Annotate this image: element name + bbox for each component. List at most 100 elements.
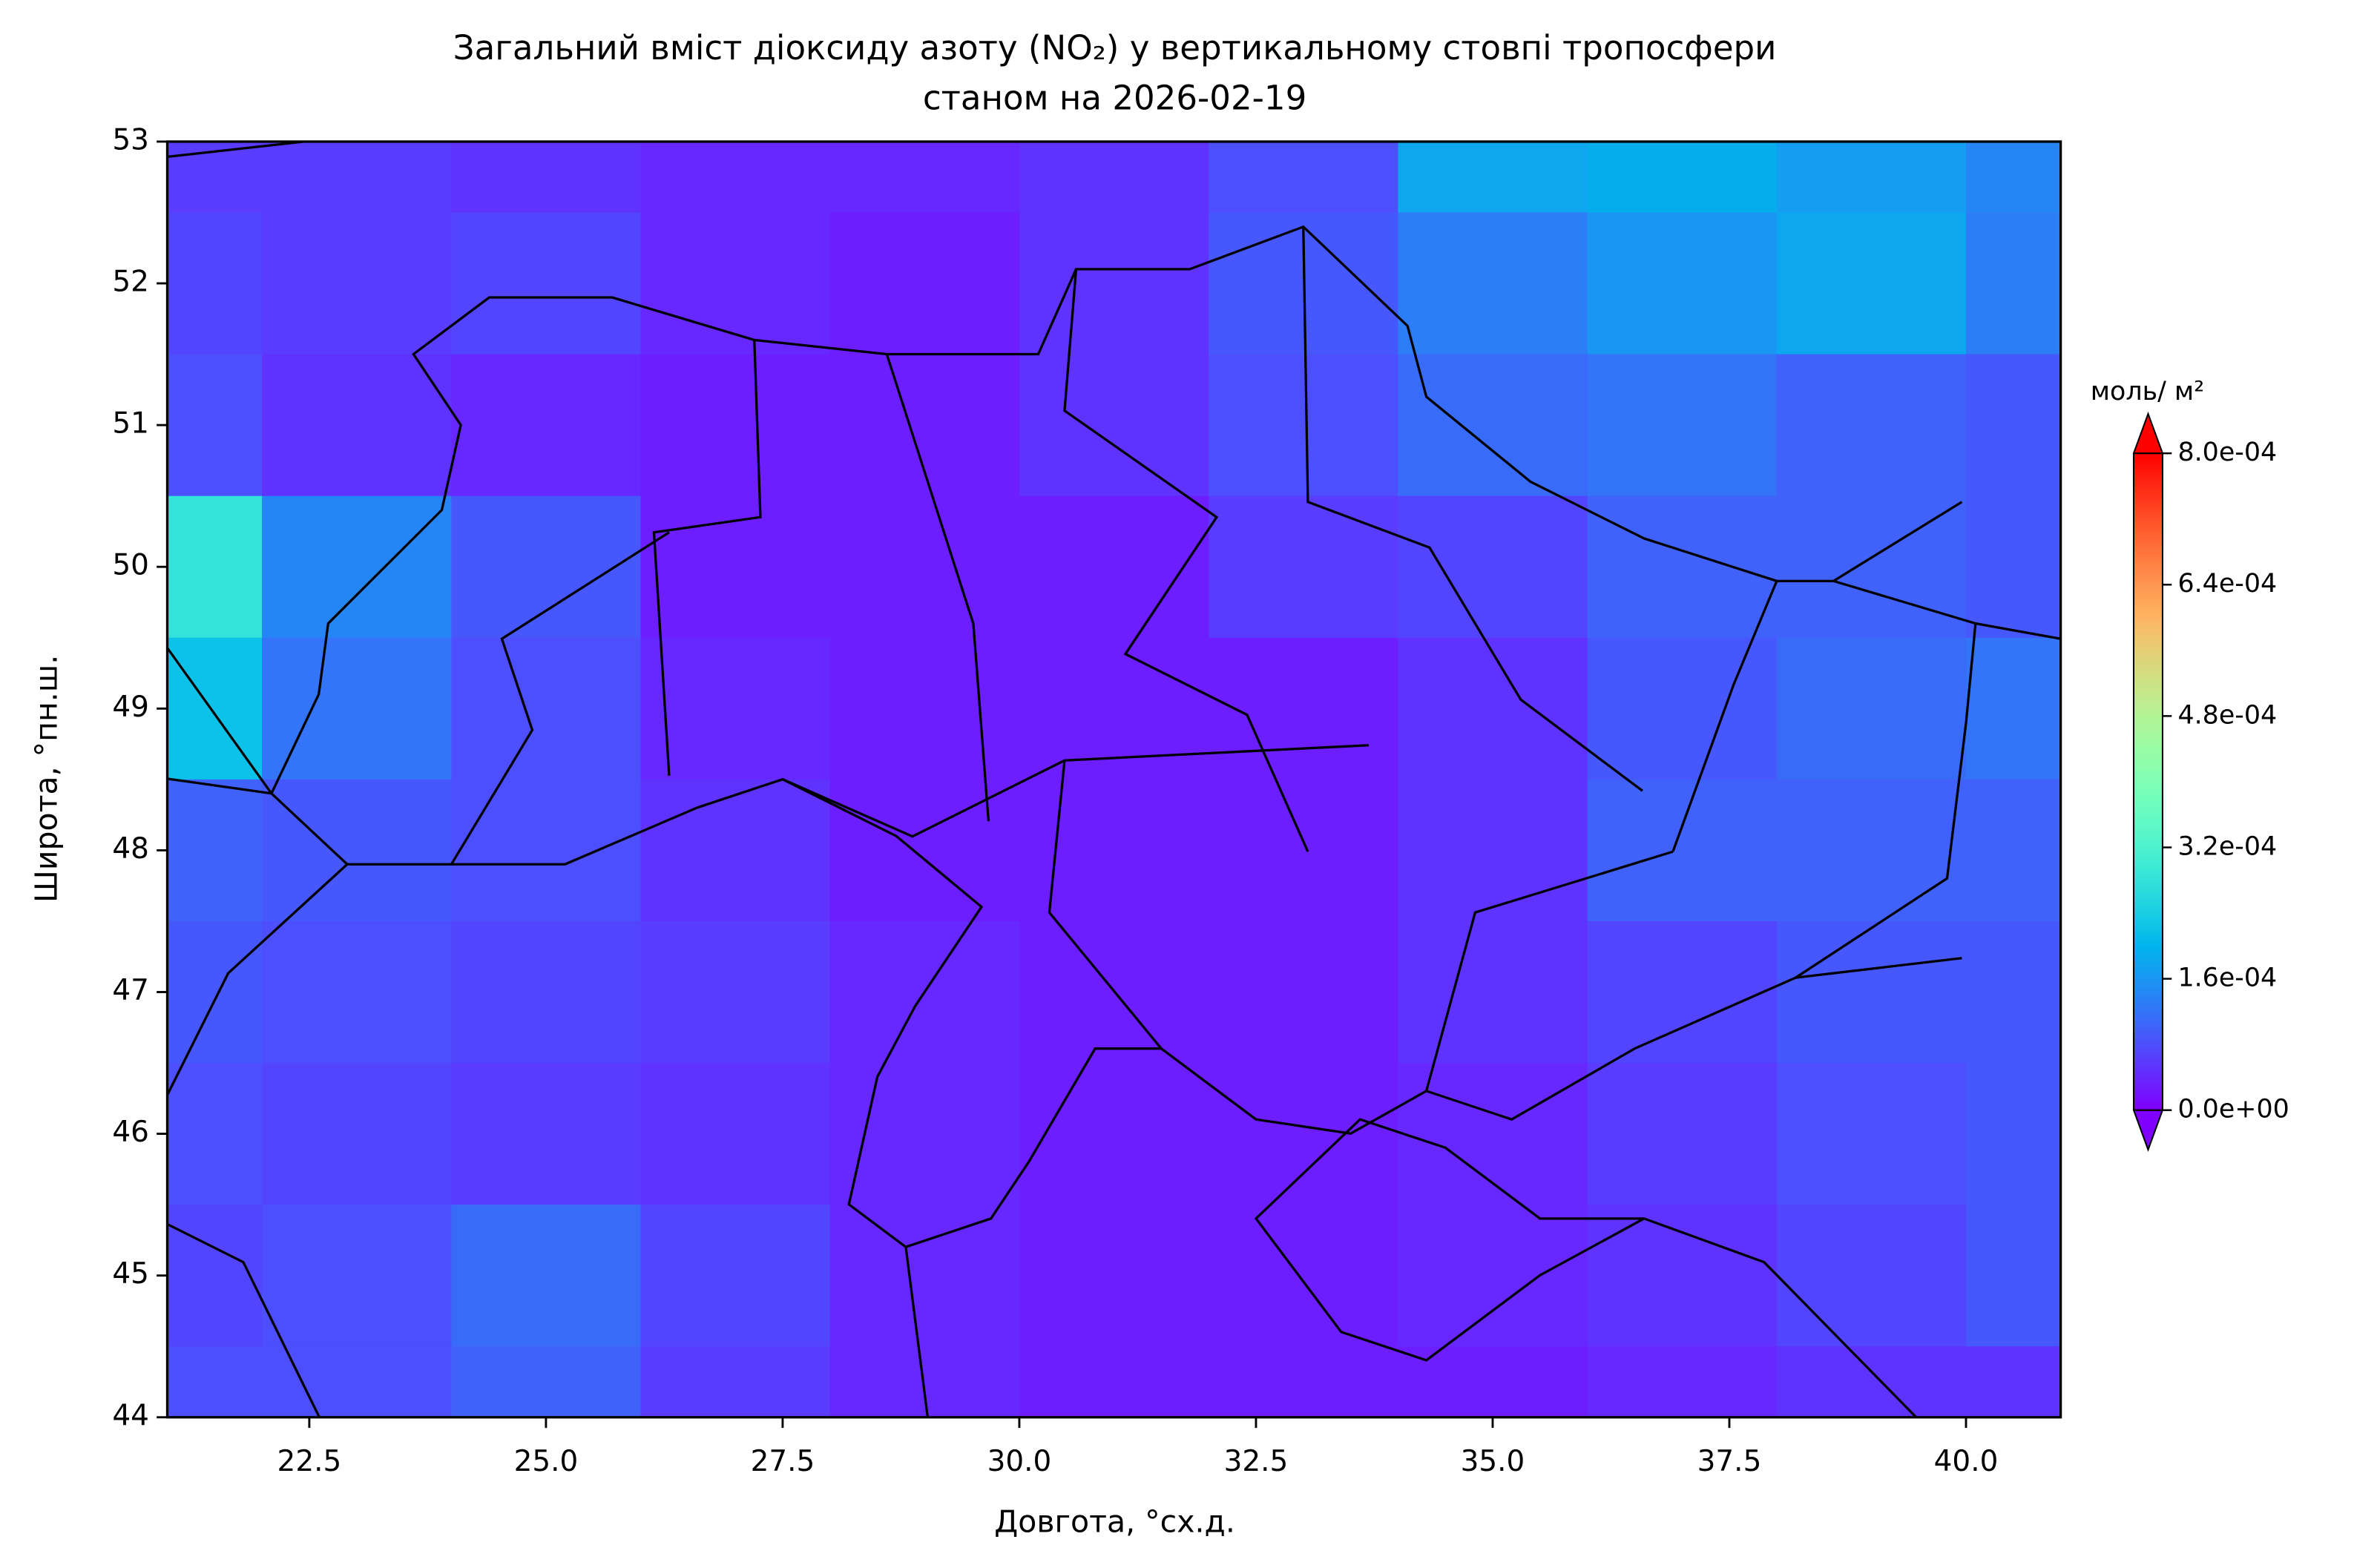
field-cell [167,354,263,497]
chart-subtitle: станом на 2026-02-19 [923,79,1306,118]
field-cell [262,495,453,639]
y-tick-label: 51 [112,407,149,441]
field-cell [1776,920,1967,1064]
x-tick-label: 32.5 [1224,1445,1289,1478]
field-cell [1966,354,2061,497]
x-tick-label: 35.0 [1461,1445,1525,1478]
field-cell [451,141,642,214]
field-cell [451,779,642,923]
field-cell [451,920,642,1064]
field-cell [451,212,642,355]
field-cell [1019,1346,1210,1417]
colorbar-label: моль/ м² [2091,377,2204,406]
field-cell [640,354,831,497]
field-cell [1209,1063,1399,1206]
field-cell [1019,637,1210,781]
field-cell [167,495,263,639]
field-cell [451,637,642,781]
borders [167,141,2061,1417]
field-cell [167,1205,263,1348]
field-cell [1966,779,2061,923]
field-cell [262,637,453,781]
field-cell [1966,212,2061,355]
field-cell [1587,212,1778,355]
field-cell [1587,1205,1778,1348]
field-cell [829,1063,1021,1206]
field-cell [640,495,831,639]
y-tick-label: 48 [112,832,149,866]
field-cell [1209,779,1399,923]
field-cell [262,1063,453,1206]
field-cell [262,779,453,923]
field-cell [451,1205,642,1348]
crimea-border [1254,1118,1645,1362]
y-tick-label: 53 [112,123,149,157]
field-cell [1776,1346,1967,1417]
colorbar-tick-label: 3.2e-04 [2177,831,2277,861]
region-border [450,226,1778,1092]
field-cell [1209,1205,1399,1348]
x-tick-label: 40.0 [1934,1445,1999,1478]
y-tick-label: 45 [112,1257,149,1291]
field-cell [1966,920,2061,1064]
colorbar-tick-label: 4.8e-04 [2177,700,2277,730]
field-cell [829,779,1021,923]
colorbar-tick-label: 1.6e-04 [2177,963,2277,993]
field-cell [1966,495,2061,639]
field-cell [1209,141,1399,214]
field-cell [262,920,453,1064]
field-cell [451,354,642,497]
field-cell [262,1205,453,1348]
field-cell [1398,637,1588,781]
field-cell [1398,141,1588,214]
field-cell [829,1205,1021,1348]
field-cell [167,779,263,923]
colorbar-tick-label: 0.0e+00 [2177,1095,2289,1124]
field-cell [1209,495,1399,639]
x-tick-label: 30.0 [987,1445,1052,1478]
field-cell [829,637,1021,781]
field-cell [1587,1063,1778,1206]
field-cell [262,354,453,497]
x-tick-label: 27.5 [751,1445,815,1478]
field-cell [1209,637,1399,781]
field-cell [1587,354,1778,497]
field-cell [167,920,263,1064]
y-axis-label: Широта, °пн.ш. [29,655,65,903]
chart-title: Загальний вміст діоксиду азоту (NO₂) у в… [453,28,1777,67]
field-cell [640,920,831,1064]
field-cell [640,1205,831,1348]
x-tick-label: 37.5 [1697,1445,1762,1478]
field-cell [829,212,1021,355]
field-cell [167,212,263,355]
field-cell [1776,141,1967,214]
field-cell [1776,779,1967,923]
field-cell [1776,212,1967,355]
field-cell [167,1063,263,1206]
field-cell [1776,637,1967,781]
field-cell [451,1346,642,1417]
field-cell [1398,920,1588,1064]
colorbar-tick-label: 6.4e-04 [2177,569,2277,599]
field-cell [1776,354,1967,497]
colorbar-frame [2132,452,2163,1111]
field-cell [1776,1205,1967,1348]
colorbar-extend-max [2132,411,2164,455]
field-cell [1398,212,1588,355]
field-cell [1587,779,1778,923]
neighbour-border [167,141,2061,1417]
field-cell [1019,495,1210,639]
field-cell [1209,1346,1399,1417]
field-cell [640,1346,831,1417]
field-cell [1398,779,1588,923]
field-cell [1019,1063,1210,1206]
field-cell [1587,1346,1778,1417]
field-cell [262,212,453,355]
field-cell [1966,1205,2061,1348]
field-cell [1019,141,1210,214]
y-tick-label: 50 [112,549,149,582]
field-cell [1398,1205,1588,1348]
colorbar-extend-min [2132,1109,2164,1152]
field-cell [1966,141,2061,214]
